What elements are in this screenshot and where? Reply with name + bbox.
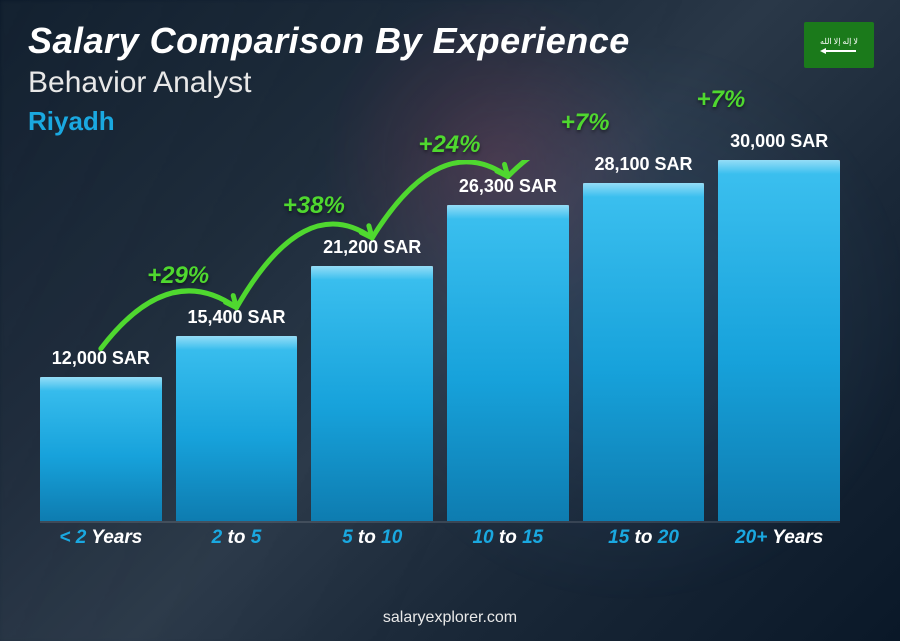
chart-baseline bbox=[40, 521, 840, 523]
bar-value-label: 30,000 SAR bbox=[694, 131, 864, 152]
growth-pct-label: +38% bbox=[253, 192, 375, 220]
salary-bar-chart: 12,000 SAR15,400 SAR+29%21,200 SAR+38%26… bbox=[40, 160, 840, 561]
bar-value-label: 26,300 SAR bbox=[423, 176, 593, 197]
x-axis-label: 2 to 5 bbox=[176, 527, 298, 561]
x-axis-label: 5 to 10 bbox=[311, 527, 433, 561]
bar-value-label: 28,100 SAR bbox=[558, 154, 728, 175]
growth-pct-label: +7% bbox=[524, 109, 646, 137]
bar-value-label: 15,400 SAR bbox=[151, 307, 321, 328]
svg-text:لا إله إلا الله: لا إله إلا الله bbox=[820, 37, 858, 46]
bar-wrap: 28,100 SAR+7% bbox=[583, 160, 705, 521]
footer-attribution: salaryexplorer.com bbox=[0, 609, 900, 627]
bars-container: 12,000 SAR15,400 SAR+29%21,200 SAR+38%26… bbox=[40, 160, 840, 521]
bar-wrap: 12,000 SAR bbox=[40, 160, 162, 521]
bar bbox=[40, 377, 162, 521]
page-title: Salary Comparison By Experience bbox=[28, 20, 872, 62]
bar-value-label: 12,000 SAR bbox=[16, 348, 186, 369]
bar bbox=[311, 266, 433, 521]
header: Salary Comparison By Experience Behavior… bbox=[28, 20, 872, 137]
bar-wrap: 30,000 SAR+7% bbox=[718, 160, 840, 521]
growth-pct-label: +24% bbox=[389, 131, 511, 159]
bar bbox=[447, 205, 569, 521]
country-flag-icon: لا إله إلا الله bbox=[804, 22, 874, 68]
x-axis-label: 10 to 15 bbox=[447, 527, 569, 561]
bar bbox=[583, 183, 705, 521]
x-axis-labels: < 2 Years 2 to 5 5 to 10 10 to 15 15 to 20 20… bbox=[40, 527, 840, 561]
bar bbox=[718, 160, 840, 521]
bar bbox=[176, 336, 298, 521]
bar-value-label: 21,200 SAR bbox=[287, 237, 457, 258]
growth-pct-label: +7% bbox=[660, 86, 782, 114]
x-axis-label: 15 to 20 bbox=[583, 527, 705, 561]
x-axis-label: 20+ Years bbox=[718, 527, 840, 561]
x-axis-label: < 2 Years bbox=[40, 527, 162, 561]
growth-pct-label: +29% bbox=[117, 262, 239, 290]
bar-wrap: 21,200 SAR+38% bbox=[311, 160, 433, 521]
bar-wrap: 26,300 SAR+24% bbox=[447, 160, 569, 521]
